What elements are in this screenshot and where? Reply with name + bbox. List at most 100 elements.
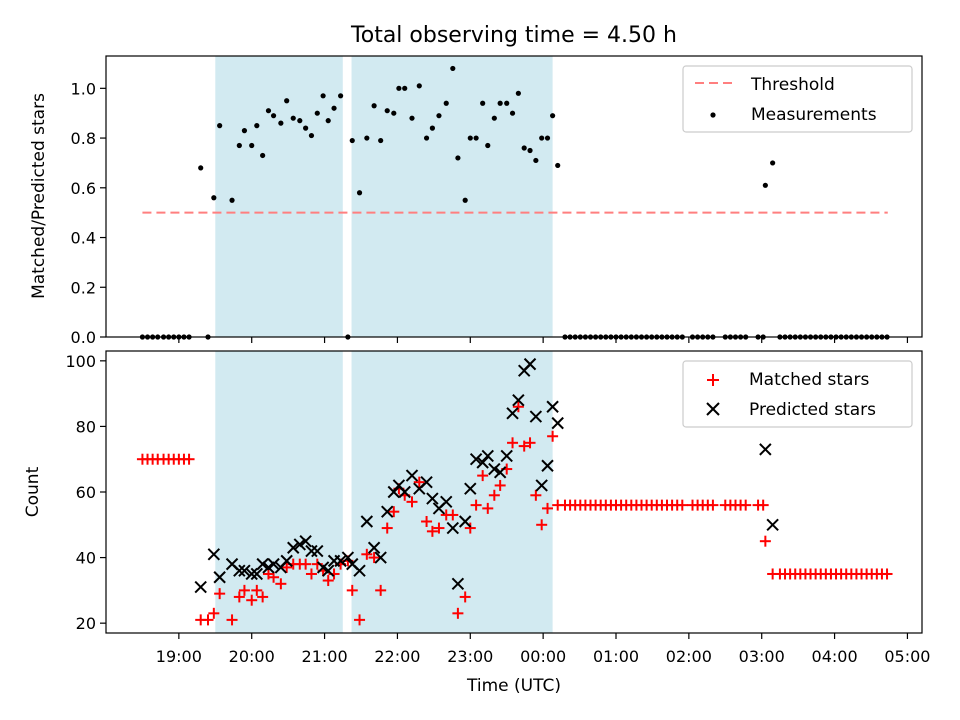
predicted-stars-point bbox=[512, 393, 525, 407]
y-tick-label: 20 bbox=[76, 614, 96, 633]
x-tick-label: 21:00 bbox=[302, 647, 348, 666]
top-axes-frame bbox=[105, 55, 923, 338]
y-tick-label: 0.6 bbox=[71, 179, 96, 198]
measurement-point bbox=[473, 135, 479, 141]
bottom-y-axis-label: Count bbox=[23, 466, 43, 517]
matched-stars-point bbox=[275, 578, 287, 590]
predicted-stars-point bbox=[334, 554, 347, 568]
measurement-point bbox=[320, 93, 326, 99]
predicted-stars-point bbox=[506, 407, 519, 420]
top-legend-frame bbox=[682, 65, 913, 133]
predicted-stars-point bbox=[458, 515, 472, 528]
predicted-stars-point bbox=[287, 541, 300, 554]
matched-stars-point bbox=[518, 440, 530, 452]
predicted-stars-point bbox=[546, 400, 559, 413]
measurement-point bbox=[396, 85, 402, 91]
predicted-stars-point bbox=[360, 515, 374, 528]
measurement-point bbox=[555, 162, 561, 169]
matched-stars-point bbox=[536, 519, 548, 531]
measurement-point bbox=[491, 115, 497, 121]
matched-stars-point bbox=[268, 571, 280, 583]
matched-stars-point bbox=[459, 591, 471, 603]
predicted-stars-point bbox=[311, 544, 324, 558]
y-tick-label: 0.8 bbox=[71, 129, 96, 148]
bottom-y-ticks: 20 40 60 80 100 bbox=[65, 352, 106, 633]
measurement-point bbox=[409, 115, 415, 121]
x-tick-label: 20:00 bbox=[229, 647, 275, 666]
predicted-stars-point bbox=[305, 544, 318, 558]
measurement-point bbox=[527, 147, 533, 154]
matched-stars-point bbox=[281, 561, 293, 573]
top-panel: 0.0 0.2 0.4 0.6 0.8 1.0 Matched/Predicted sta… bbox=[29, 55, 923, 347]
y-tick-label: 40 bbox=[76, 549, 96, 568]
matched-stars-point bbox=[452, 607, 464, 619]
top-y-axis-label: Matched/Predicted stars bbox=[29, 93, 49, 299]
y-tick-label: 100 bbox=[65, 352, 96, 371]
top-legend: Threshold Measurements bbox=[682, 65, 913, 133]
measurement-point bbox=[338, 93, 344, 99]
matched-stars-point bbox=[740, 499, 752, 511]
matched-stars-point bbox=[214, 588, 226, 600]
bottom-panel: 20 40 60 80 100 19:00 20:00 21:00 22:00 23:00 00:… bbox=[23, 350, 930, 696]
measurement-point bbox=[509, 110, 516, 116]
bottom-legend: Matched stars Predicted stars bbox=[682, 360, 913, 428]
predicted-stars-point bbox=[541, 459, 554, 472]
observing-band bbox=[215, 56, 343, 337]
matched-stars-point bbox=[524, 437, 536, 449]
x-tick-label: 23:00 bbox=[447, 647, 493, 666]
matched-stars-point bbox=[183, 453, 195, 465]
measurement-point bbox=[443, 100, 449, 106]
predicted-stars-point bbox=[440, 495, 453, 509]
top-y-ticks: 0.0 0.2 0.4 0.6 0.8 1.0 bbox=[71, 79, 106, 347]
matched-stars-point bbox=[759, 535, 771, 547]
measurement-point bbox=[423, 135, 430, 141]
measurement-point bbox=[429, 125, 435, 131]
matched-stars-point bbox=[257, 591, 269, 603]
matched-stars-point bbox=[464, 522, 476, 534]
measurement-point bbox=[504, 100, 510, 106]
measurement-point bbox=[356, 190, 363, 196]
x-tick-label: 05:00 bbox=[884, 647, 930, 666]
predicted-stars-point bbox=[759, 443, 772, 456]
matched-stars-point bbox=[707, 499, 719, 511]
top-bands bbox=[215, 56, 553, 337]
y-tick-label: 80 bbox=[76, 417, 96, 436]
matched-stars-point bbox=[433, 522, 445, 534]
predicted-stars-point bbox=[451, 577, 465, 591]
matched-stars-point bbox=[757, 499, 769, 511]
matched-stars-point bbox=[530, 489, 542, 501]
legend-matched-swatch bbox=[707, 374, 719, 386]
matched-stars-point bbox=[676, 499, 688, 511]
x-tick-label: 02:00 bbox=[666, 647, 712, 666]
measurement-point bbox=[364, 135, 370, 141]
predicted-stars-point bbox=[353, 564, 366, 577]
x-tick-label: 00:00 bbox=[520, 647, 566, 666]
predicted-stars-point bbox=[238, 564, 251, 577]
matched-stars-point bbox=[470, 499, 482, 511]
predicted-stars-point bbox=[766, 518, 779, 531]
measurement-point bbox=[260, 152, 266, 159]
predicted-stars-point bbox=[250, 567, 264, 581]
predicted-stars-point bbox=[500, 449, 513, 463]
figure-title: Total observing time = 4.50 h bbox=[350, 23, 677, 48]
bottom-marks bbox=[136, 357, 893, 626]
matched-stars-point bbox=[406, 496, 418, 508]
predicted-stars-point bbox=[194, 580, 207, 594]
bottom-bands bbox=[215, 351, 553, 633]
predicted-stars-point bbox=[426, 492, 439, 505]
predicted-stars-point bbox=[341, 551, 355, 564]
predicted-stars-point bbox=[245, 567, 258, 581]
predicted-stars-point bbox=[213, 571, 226, 584]
measurement-point bbox=[378, 137, 384, 144]
measurement-point bbox=[325, 118, 331, 124]
predicted-stars-point bbox=[469, 453, 483, 466]
matched-stars-point bbox=[488, 489, 500, 501]
predicted-stars-point bbox=[493, 466, 507, 479]
bottom-x-ticks: 19:00 20:00 21:00 22:00 23:00 00:00 01:00 02:00… bbox=[156, 633, 930, 666]
measurement-point bbox=[241, 128, 248, 134]
legend-predicted-label: Predicted stars bbox=[749, 400, 876, 420]
predicted-stars-point bbox=[374, 551, 387, 564]
measurement-point bbox=[254, 123, 260, 129]
predicted-stars-point bbox=[267, 557, 280, 571]
measurement-point bbox=[303, 125, 309, 131]
